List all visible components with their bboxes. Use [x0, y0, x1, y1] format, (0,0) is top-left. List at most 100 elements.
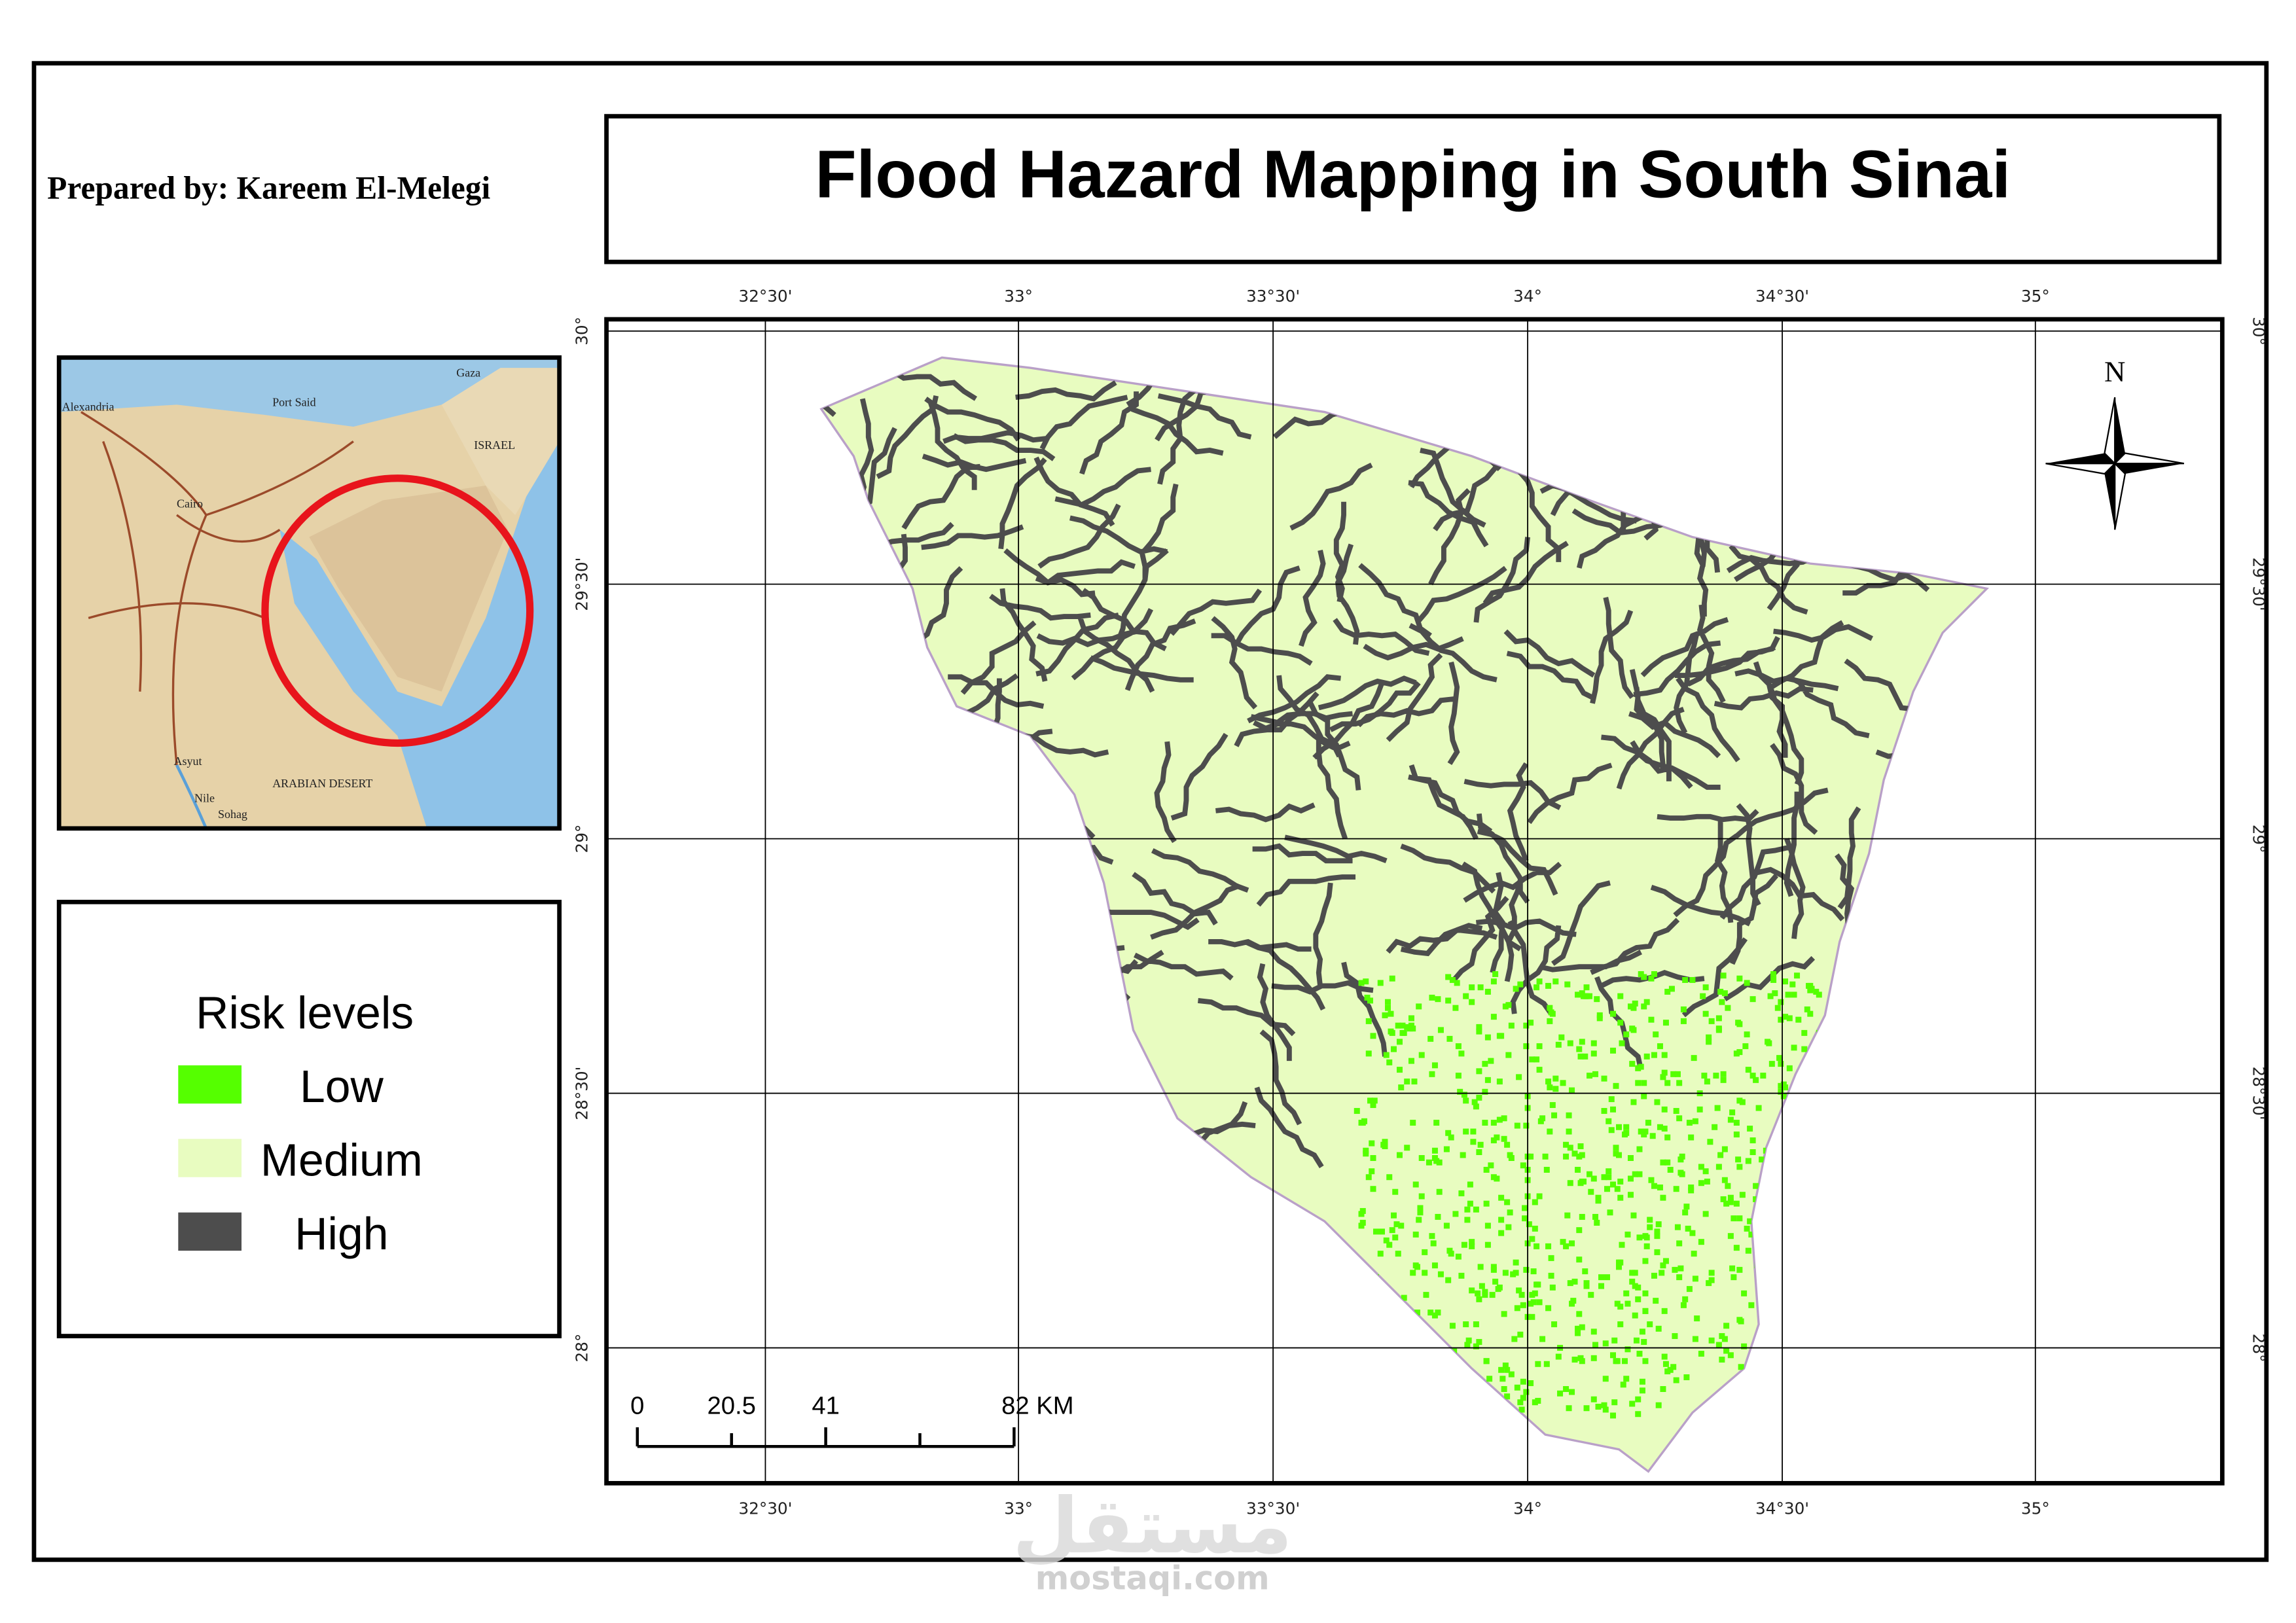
- latitude-label: 29°: [572, 825, 591, 853]
- low-risk-cell: [1504, 1141, 1511, 1148]
- low-risk-cell: [1489, 1292, 1496, 1298]
- low-risk-cell: [1605, 1168, 1612, 1175]
- low-risk-cell: [1768, 1061, 1775, 1067]
- low-risk-cell: [1630, 1212, 1637, 1219]
- low-risk-cell: [1412, 1181, 1419, 1188]
- low-risk-cell: [1543, 1361, 1550, 1367]
- low-risk-cell: [1358, 980, 1365, 986]
- low-risk-cell: [1778, 1061, 1784, 1067]
- low-risk-cell: [1513, 1270, 1519, 1276]
- low-risk-cell: [1738, 1364, 1744, 1370]
- low-risk-cell: [1426, 1159, 1432, 1166]
- low-risk-cell: [1741, 1343, 1748, 1349]
- legend-swatch: [178, 1065, 242, 1104]
- low-risk-cell: [1694, 1315, 1700, 1322]
- low-risk-cell: [1416, 1217, 1422, 1223]
- low-risk-cell: [1786, 1015, 1793, 1022]
- latitude-label: 29°30': [2250, 558, 2269, 611]
- low-risk-cell: [1520, 1302, 1526, 1308]
- low-risk-cell: [1464, 1217, 1471, 1223]
- low-risk-cell: [1488, 1058, 1494, 1064]
- low-risk-cell: [1720, 1071, 1727, 1077]
- low-risk-cell: [1547, 1084, 1553, 1091]
- low-risk-cell: [1528, 1300, 1534, 1307]
- low-risk-cell: [1483, 1358, 1490, 1364]
- low-risk-cell: [1543, 1166, 1550, 1173]
- low-risk-cell: [1661, 1106, 1668, 1113]
- low-risk-cell: [1464, 1342, 1471, 1348]
- low-risk-cell: [1577, 1355, 1584, 1361]
- low-risk-cell: [1422, 1249, 1428, 1255]
- low-risk-cell: [1532, 1225, 1538, 1232]
- low-risk-cell: [1365, 1018, 1372, 1024]
- low-risk-cell: [1396, 1039, 1403, 1045]
- low-risk-cell: [1661, 1308, 1668, 1314]
- low-risk-cell: [1437, 1271, 1444, 1277]
- inset-map: [59, 357, 560, 829]
- low-risk-cell: [1689, 1230, 1696, 1236]
- low-risk-cell: [1692, 1336, 1698, 1342]
- low-risk-cell: [1563, 1243, 1570, 1249]
- low-risk-cell: [1729, 1265, 1736, 1272]
- low-risk-cell: [1476, 1068, 1482, 1075]
- low-risk-cell: [1774, 1005, 1781, 1011]
- low-risk-cell: [1688, 1134, 1695, 1141]
- low-risk-cell: [1736, 1021, 1743, 1027]
- low-risk-cell: [1676, 1274, 1683, 1281]
- low-risk-cell: [1614, 1186, 1621, 1192]
- low-risk-cell: [1617, 993, 1624, 999]
- low-risk-cell: [1486, 1376, 1493, 1382]
- low-risk-cell: [1770, 976, 1777, 983]
- low-risk-cell: [1602, 1340, 1609, 1347]
- low-risk-cell: [1523, 1043, 1530, 1050]
- low-risk-cell: [1551, 1112, 1558, 1118]
- low-risk-cell: [1577, 1180, 1584, 1186]
- low-risk-cell: [1537, 1118, 1544, 1124]
- low-risk-cell: [1569, 1300, 1575, 1307]
- low-risk-cell: [1630, 1005, 1637, 1011]
- low-risk-cell: [1455, 1073, 1462, 1079]
- low-risk-cell: [1772, 990, 1778, 997]
- low-risk-cell: [1641, 974, 1647, 980]
- low-risk-cell: [1651, 1272, 1657, 1279]
- low-risk-cell: [1636, 1351, 1643, 1357]
- low-risk-cell: [1660, 1194, 1666, 1201]
- low-risk-cell: [1610, 1106, 1616, 1113]
- low-risk-cell: [1698, 1351, 1704, 1357]
- low-risk-cell: [1443, 1222, 1450, 1229]
- low-risk-cell: [1470, 1139, 1477, 1145]
- low-risk-cell: [1404, 1079, 1410, 1085]
- low-risk-cell: [1801, 1046, 1808, 1052]
- low-risk-cell: [1747, 1218, 1753, 1224]
- low-risk-cell: [1639, 1329, 1645, 1335]
- low-risk-cell: [1627, 1155, 1634, 1161]
- inset-border: [56, 355, 562, 831]
- low-risk-cell: [1664, 1080, 1671, 1086]
- low-risk-cell: [1367, 1097, 1374, 1104]
- low-risk-cell: [1717, 988, 1724, 995]
- low-risk-cell: [1575, 1166, 1581, 1173]
- low-risk-cell: [1698, 1180, 1704, 1186]
- legend-label: Medium: [260, 1134, 423, 1185]
- low-risk-cell: [1715, 1342, 1722, 1348]
- low-risk-cell: [1476, 1339, 1482, 1346]
- low-risk-cell: [1696, 1106, 1703, 1113]
- low-risk-cell: [1469, 1287, 1475, 1294]
- low-risk-cell: [1629, 1270, 1636, 1276]
- low-risk-cell: [1513, 986, 1519, 992]
- low-risk-cell: [1414, 1310, 1420, 1316]
- low-risk-cell: [1706, 1039, 1712, 1045]
- low-risk-cell: [1677, 1265, 1684, 1272]
- low-risk-cell: [1547, 1005, 1553, 1011]
- low-risk-cell: [1587, 1073, 1593, 1079]
- low-risk-cell: [1552, 978, 1559, 985]
- low-risk-cell: [1383, 1052, 1390, 1058]
- low-risk-cell: [1627, 1192, 1634, 1198]
- low-risk-cell: [1535, 1361, 1541, 1367]
- low-risk-cell: [1598, 1274, 1605, 1281]
- low-risk-cell: [1594, 1219, 1600, 1226]
- low-risk-cell: [1676, 1240, 1683, 1247]
- low-risk-cell: [1623, 1031, 1630, 1038]
- low-risk-cell: [1452, 1005, 1459, 1011]
